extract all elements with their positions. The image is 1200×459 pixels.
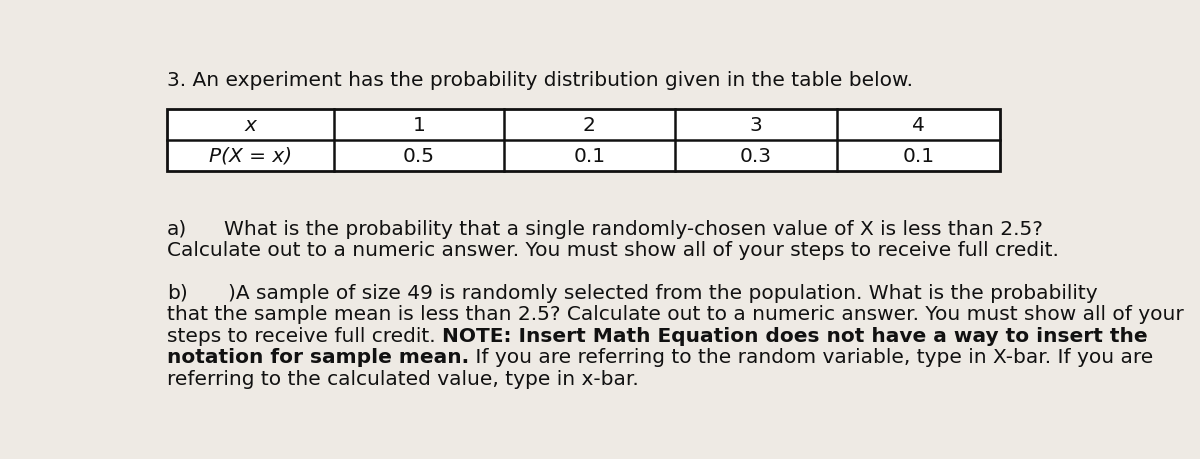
Text: P(X = x): P(X = x) xyxy=(209,146,292,165)
Text: 3: 3 xyxy=(750,116,762,134)
Bar xyxy=(167,110,1000,171)
Text: Calculate out to a numeric answer. You must show all of your steps to receive fu: Calculate out to a numeric answer. You m… xyxy=(167,241,1058,260)
Text: If you are referring to the random variable, type in X-bar. If you are: If you are referring to the random varia… xyxy=(469,347,1153,367)
Text: b): b) xyxy=(167,283,188,302)
Text: steps to receive full credit.: steps to receive full credit. xyxy=(167,326,442,345)
Text: 0.1: 0.1 xyxy=(902,146,935,165)
Text: 0.1: 0.1 xyxy=(574,146,606,165)
Text: 1: 1 xyxy=(413,116,425,134)
Text: 3. An experiment has the probability distribution given in the table below.: 3. An experiment has the probability dis… xyxy=(167,71,913,90)
Text: a): a) xyxy=(167,219,187,238)
Text: NOTE: Insert Math Equation does not have a way to insert the: NOTE: Insert Math Equation does not have… xyxy=(442,326,1147,345)
Text: notation for sample mean.: notation for sample mean. xyxy=(167,347,469,367)
Text: 0.3: 0.3 xyxy=(740,146,772,165)
Text: referring to the calculated value, type in x-bar.: referring to the calculated value, type … xyxy=(167,369,638,388)
Text: 2: 2 xyxy=(583,116,596,134)
Text: What is the probability that a single randomly-chosen value of X is less than 2.: What is the probability that a single ra… xyxy=(223,219,1043,238)
Text: that the sample mean is less than 2.5? Calculate out to a numeric answer. You mu: that the sample mean is less than 2.5? C… xyxy=(167,305,1183,324)
Text: 0.5: 0.5 xyxy=(403,146,434,165)
Text: 4: 4 xyxy=(912,116,925,134)
Text: x: x xyxy=(245,116,257,134)
Text: )A sample of size 49 is randomly selected from the population. What is the proba: )A sample of size 49 is randomly selecte… xyxy=(228,283,1097,302)
